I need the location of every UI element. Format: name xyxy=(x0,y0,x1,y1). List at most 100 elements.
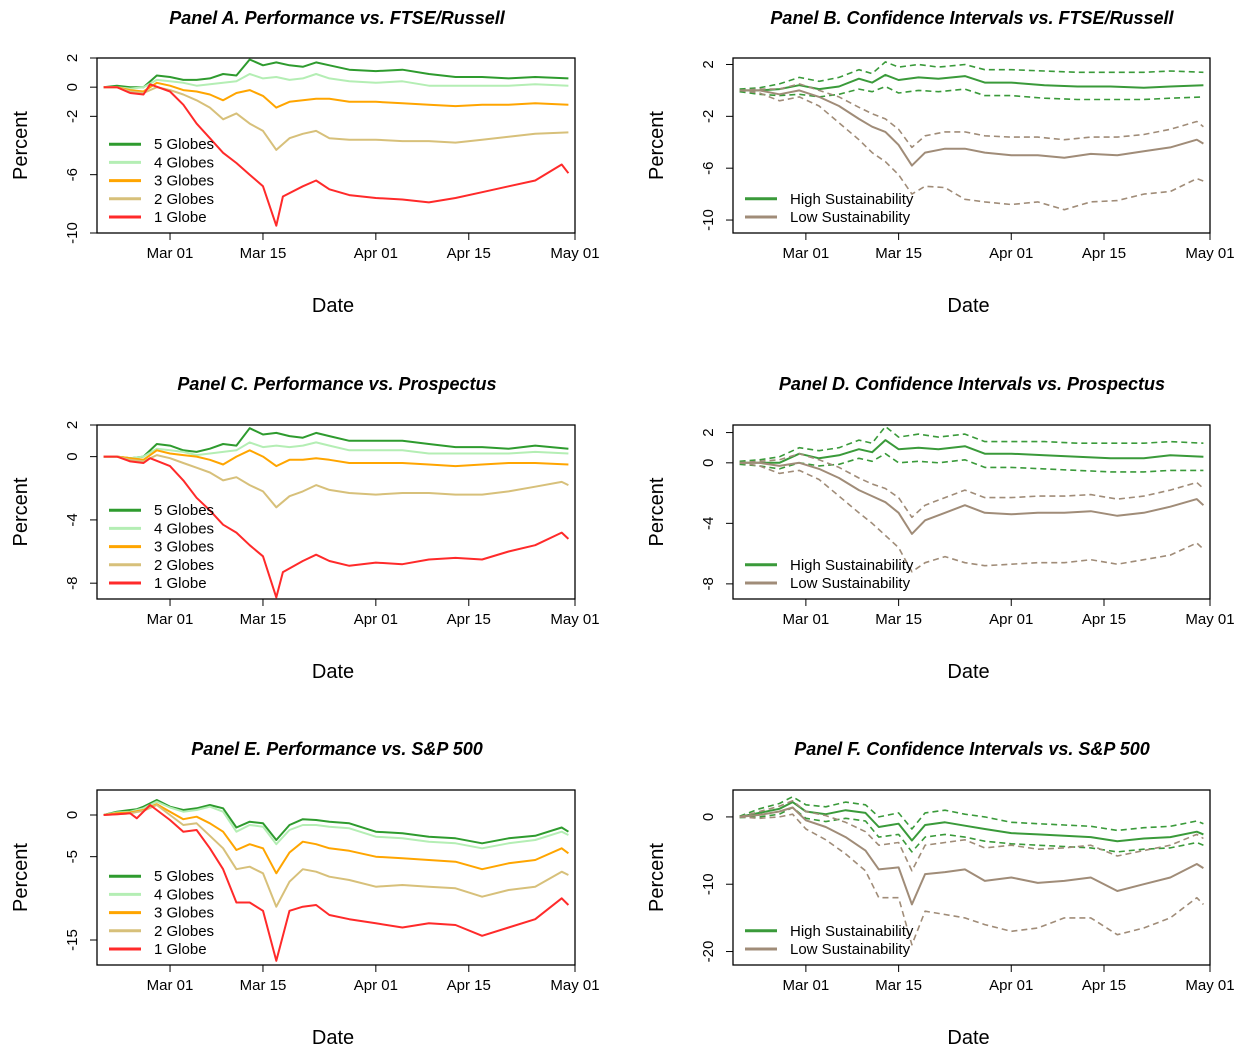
y-tick-label: 2 xyxy=(64,421,81,429)
legend-entry: 5 Globes xyxy=(154,136,214,153)
x-tick-label: Mar 01 xyxy=(783,245,830,262)
legend-entry: 1 Globe xyxy=(154,209,207,226)
y-tick-label: -6 xyxy=(700,162,717,175)
y-tick-label: 2 xyxy=(700,60,717,68)
x-tick-label: May 01 xyxy=(550,245,599,262)
y-tick-label: 2 xyxy=(64,54,81,62)
x-axis-label: Date xyxy=(947,1027,989,1049)
ci-band-line-low xyxy=(739,452,1204,519)
series-line-3-globes xyxy=(103,803,569,875)
legend-entry: Low Sustainability xyxy=(790,941,911,958)
ci-band-line-high xyxy=(739,61,1204,90)
y-tick-label: 0 xyxy=(64,452,81,460)
y-tick-label: 0 xyxy=(700,459,717,467)
chart-title: Panel C. Performance vs. Prospectus xyxy=(177,374,496,394)
legend-entry: 2 Globes xyxy=(154,923,214,940)
y-axis-label: Percent xyxy=(10,843,32,912)
y-tick-label: -10 xyxy=(700,209,717,231)
panel-c: Panel C. Performance vs. Prospectus -8 -4 0… xyxy=(10,374,600,683)
x-tick-label: Mar 15 xyxy=(240,977,287,994)
legend-entry: 4 Globes xyxy=(154,886,214,903)
series-line-5-globes xyxy=(103,58,569,89)
x-tick-label: Mar 15 xyxy=(875,611,922,628)
legend-entry: High Sustainability xyxy=(790,191,914,208)
x-tick-label: Mar 01 xyxy=(783,611,830,628)
ci-band-line-high xyxy=(739,795,1204,832)
ci-band-line-high xyxy=(739,806,1204,853)
series-line-1-globe xyxy=(103,455,570,599)
series-line-1-globe xyxy=(103,83,570,227)
plot-frame xyxy=(732,57,1211,234)
y-axis-label: Percent xyxy=(10,477,32,546)
plot-frame xyxy=(732,789,1211,966)
plot-frame xyxy=(96,789,576,966)
plot-frame xyxy=(96,57,576,234)
y-tick-label: -4 xyxy=(64,513,81,526)
x-tick-label: May 01 xyxy=(550,977,599,994)
chart-title: Panel D. Confidence Intervals vs. Prospe… xyxy=(779,374,1165,394)
y-tick-label: -8 xyxy=(64,577,81,590)
x-axis-label: Date xyxy=(947,661,989,683)
series-line-low-sustainability xyxy=(739,461,1205,535)
legend-entry: 4 Globes xyxy=(154,154,214,171)
legend-entry: High Sustainability xyxy=(790,557,914,574)
x-tick-label: May 01 xyxy=(1185,611,1234,628)
legend-entry: Low Sustainability xyxy=(790,575,911,592)
y-tick-label: 0 xyxy=(64,811,81,819)
x-tick-label: May 01 xyxy=(1185,977,1234,994)
series-line-4-globes xyxy=(103,73,569,90)
y-axis-label: Percent xyxy=(646,477,668,546)
panel-f: Panel F. Confidence Intervals vs. S&P 50… xyxy=(646,739,1235,1049)
y-tick-label: -6 xyxy=(64,168,81,181)
series-line-high-sustainability xyxy=(739,73,1204,92)
legend-entry: 1 Globe xyxy=(154,575,207,592)
y-tick-label: 0 xyxy=(64,83,81,91)
x-tick-label: Apr 15 xyxy=(447,977,491,994)
y-tick-label: -10 xyxy=(700,873,717,895)
chart-title: Panel A. Performance vs. FTSE/Russell xyxy=(169,8,505,28)
series-line-5-globes xyxy=(103,427,569,460)
panel-d: Panel D. Confidence Intervals vs. Prospe… xyxy=(646,374,1235,683)
x-tick-label: Apr 15 xyxy=(1082,245,1126,262)
legend-entry: 2 Globes xyxy=(154,191,214,208)
x-tick-label: Apr 01 xyxy=(354,611,398,628)
chart-title: Panel B. Confidence Intervals vs. FTSE/R… xyxy=(770,8,1174,28)
y-tick-label: 0 xyxy=(700,813,717,821)
legend-entry: High Sustainability xyxy=(790,923,914,940)
legend-entry: 5 Globes xyxy=(154,868,214,885)
x-axis-label: Date xyxy=(312,1027,354,1049)
x-tick-label: Apr 01 xyxy=(989,611,1033,628)
ci-band-line-low xyxy=(739,462,1204,573)
x-axis-label: Date xyxy=(947,295,989,317)
panel-a: Panel A. Performance vs. FTSE/Russell -10… xyxy=(10,8,600,317)
x-tick-label: Mar 15 xyxy=(875,977,922,994)
series-line-3-globes xyxy=(103,81,569,109)
x-tick-label: Apr 15 xyxy=(447,245,491,262)
x-tick-label: Mar 01 xyxy=(147,245,194,262)
series-line-2-globes xyxy=(103,454,569,509)
x-tick-label: Mar 01 xyxy=(147,611,194,628)
legend-entry: 4 Globes xyxy=(154,520,214,537)
legend-entry: Low Sustainability xyxy=(790,209,911,226)
ci-band-line-low xyxy=(739,813,1204,946)
legend-entry: 5 Globes xyxy=(154,502,214,519)
x-tick-label: Mar 15 xyxy=(240,245,287,262)
x-axis-label: Date xyxy=(312,295,354,317)
chart-title: Panel E. Performance vs. S&P 500 xyxy=(191,739,482,759)
series-line-4-globes xyxy=(103,441,569,460)
ci-band-line-low xyxy=(739,89,1204,211)
ci-band-line-high xyxy=(739,425,1204,463)
legend-entry: 3 Globes xyxy=(154,539,214,556)
plot-frame xyxy=(732,424,1211,600)
chart-title: Panel F. Confidence Intervals vs. S&P 50… xyxy=(794,739,1149,759)
panel-b: Panel B. Confidence Intervals vs. FTSE/R… xyxy=(646,8,1235,317)
legend-entry: 3 Globes xyxy=(154,173,214,190)
ci-band-line-low xyxy=(739,83,1204,149)
panel-e: Panel E. Performance vs. S&P 500 -15 -5 0 Ma… xyxy=(10,739,600,1049)
ci-band-line-high xyxy=(739,85,1204,101)
legend-entry: 3 Globes xyxy=(154,905,214,922)
series-line-high-sustainability xyxy=(739,801,1204,843)
x-tick-label: Apr 01 xyxy=(989,977,1033,994)
x-tick-label: Apr 01 xyxy=(354,245,398,262)
y-tick-label: 2 xyxy=(700,428,717,436)
